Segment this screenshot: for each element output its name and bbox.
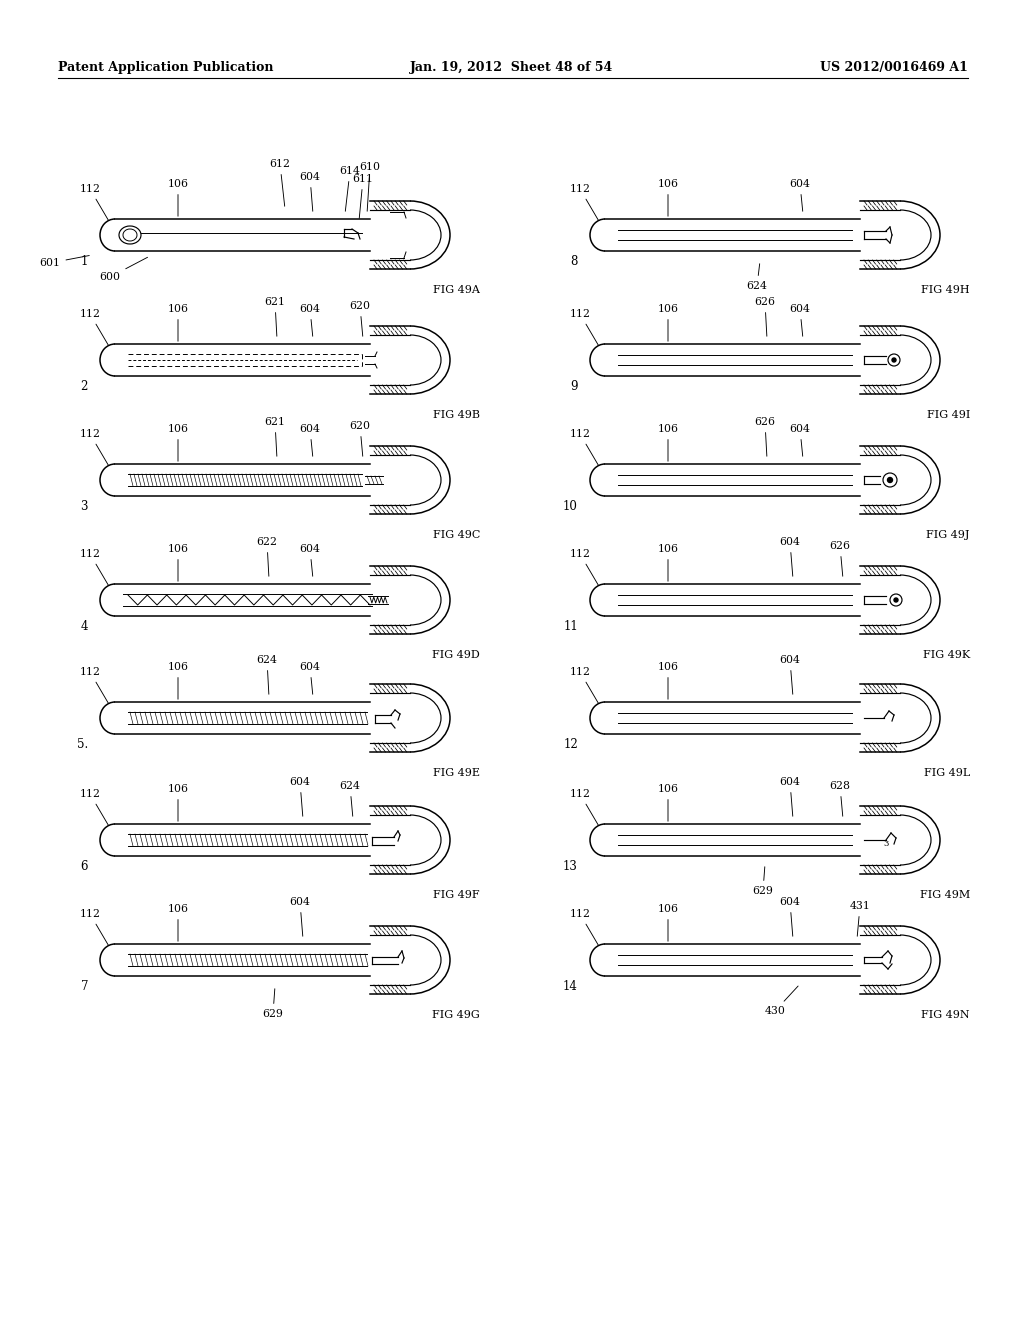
Text: 620: 620 bbox=[349, 421, 371, 457]
Text: 626: 626 bbox=[829, 541, 851, 577]
Text: FIG 49J: FIG 49J bbox=[927, 531, 970, 540]
Text: 106: 106 bbox=[657, 544, 679, 581]
Text: 624: 624 bbox=[257, 655, 278, 694]
Text: 106: 106 bbox=[657, 663, 679, 700]
Text: 604: 604 bbox=[300, 544, 321, 577]
Text: 106: 106 bbox=[168, 304, 188, 342]
Text: 604: 604 bbox=[790, 304, 810, 337]
Text: 1: 1 bbox=[81, 255, 88, 268]
Text: 106: 106 bbox=[168, 663, 188, 700]
Text: 112: 112 bbox=[80, 309, 109, 346]
Text: 628: 628 bbox=[829, 781, 851, 816]
Text: 112: 112 bbox=[569, 549, 599, 586]
Text: 112: 112 bbox=[80, 183, 109, 220]
Text: FIG 49K: FIG 49K bbox=[923, 649, 970, 660]
Text: 610: 610 bbox=[359, 162, 381, 211]
Text: 112: 112 bbox=[569, 909, 599, 945]
Text: 629: 629 bbox=[753, 867, 773, 896]
Text: 600: 600 bbox=[99, 257, 147, 282]
Text: 604: 604 bbox=[779, 898, 801, 936]
Text: 626: 626 bbox=[755, 417, 775, 457]
Text: 431: 431 bbox=[850, 902, 870, 936]
Text: 112: 112 bbox=[569, 789, 599, 825]
Text: 624: 624 bbox=[340, 781, 360, 816]
Text: US 2012/0016469 A1: US 2012/0016469 A1 bbox=[820, 62, 968, 74]
Text: 430: 430 bbox=[765, 986, 798, 1016]
Text: 112: 112 bbox=[569, 429, 599, 466]
Text: FIG 49F: FIG 49F bbox=[433, 890, 480, 900]
Text: FIG 49E: FIG 49E bbox=[433, 768, 480, 777]
Text: 604: 604 bbox=[779, 537, 801, 577]
Text: FIG 49L: FIG 49L bbox=[924, 768, 970, 777]
Text: 614: 614 bbox=[340, 166, 360, 211]
Text: 106: 106 bbox=[168, 904, 188, 941]
Text: 612: 612 bbox=[269, 158, 291, 206]
Text: 112: 112 bbox=[80, 429, 109, 466]
Text: FIG 49N: FIG 49N bbox=[922, 1010, 970, 1020]
Text: 6: 6 bbox=[81, 861, 88, 873]
Text: 106: 106 bbox=[657, 904, 679, 941]
Text: 604: 604 bbox=[790, 424, 810, 457]
Text: 620: 620 bbox=[349, 301, 371, 337]
Text: 604: 604 bbox=[290, 898, 310, 936]
Text: 106: 106 bbox=[657, 784, 679, 821]
Text: FIG 49M: FIG 49M bbox=[920, 890, 970, 900]
Text: 13: 13 bbox=[563, 861, 578, 873]
Text: FIG 49D: FIG 49D bbox=[432, 649, 480, 660]
Text: FIG 49G: FIG 49G bbox=[432, 1010, 480, 1020]
Text: Jan. 19, 2012  Sheet 48 of 54: Jan. 19, 2012 Sheet 48 of 54 bbox=[411, 62, 613, 74]
Text: 626: 626 bbox=[755, 297, 775, 337]
Text: 112: 112 bbox=[569, 309, 599, 346]
Text: 112: 112 bbox=[80, 789, 109, 825]
Text: 7: 7 bbox=[81, 979, 88, 993]
Text: 2: 2 bbox=[81, 380, 88, 393]
Circle shape bbox=[894, 598, 898, 602]
Text: 604: 604 bbox=[300, 172, 321, 211]
Text: 604: 604 bbox=[300, 304, 321, 337]
Text: 604: 604 bbox=[779, 777, 801, 816]
Text: 106: 106 bbox=[168, 784, 188, 821]
Text: 622: 622 bbox=[256, 537, 278, 577]
Text: 604: 604 bbox=[790, 180, 810, 211]
Text: 604: 604 bbox=[290, 777, 310, 816]
Text: 12: 12 bbox=[563, 738, 578, 751]
Text: 106: 106 bbox=[168, 544, 188, 581]
Text: 106: 106 bbox=[657, 304, 679, 342]
Text: 624: 624 bbox=[746, 264, 767, 290]
Text: 621: 621 bbox=[264, 417, 286, 457]
Text: 601: 601 bbox=[40, 256, 89, 268]
Text: Patent Application Publication: Patent Application Publication bbox=[58, 62, 273, 74]
Text: FIG 49I: FIG 49I bbox=[927, 411, 970, 420]
Text: FIG 49H: FIG 49H bbox=[922, 285, 970, 294]
Text: 9: 9 bbox=[570, 380, 578, 393]
Text: 10: 10 bbox=[563, 500, 578, 513]
Text: FIG 49C: FIG 49C bbox=[432, 531, 480, 540]
Text: 106: 106 bbox=[168, 424, 188, 461]
Text: 112: 112 bbox=[80, 667, 109, 704]
Circle shape bbox=[892, 358, 896, 362]
Text: 112: 112 bbox=[80, 909, 109, 945]
Text: 604: 604 bbox=[300, 424, 321, 457]
Text: 112: 112 bbox=[569, 667, 599, 704]
Text: FIG 49B: FIG 49B bbox=[433, 411, 480, 420]
Text: 604: 604 bbox=[779, 655, 801, 694]
Text: 14: 14 bbox=[563, 979, 578, 993]
Text: 3: 3 bbox=[884, 840, 889, 847]
Text: 611: 611 bbox=[352, 174, 374, 218]
Text: 8: 8 bbox=[570, 255, 578, 268]
Text: FIG 49A: FIG 49A bbox=[433, 285, 480, 294]
Text: 11: 11 bbox=[563, 620, 578, 634]
Text: 112: 112 bbox=[569, 183, 599, 220]
Text: 106: 106 bbox=[168, 180, 188, 216]
Text: 629: 629 bbox=[262, 989, 284, 1019]
Circle shape bbox=[888, 478, 893, 483]
Text: 106: 106 bbox=[657, 424, 679, 461]
Text: 4: 4 bbox=[81, 620, 88, 634]
Text: 5.: 5. bbox=[77, 738, 88, 751]
Text: 112: 112 bbox=[80, 549, 109, 586]
Text: 3: 3 bbox=[81, 500, 88, 513]
Text: 604: 604 bbox=[300, 663, 321, 694]
Text: 621: 621 bbox=[264, 297, 286, 337]
Text: 106: 106 bbox=[657, 180, 679, 216]
